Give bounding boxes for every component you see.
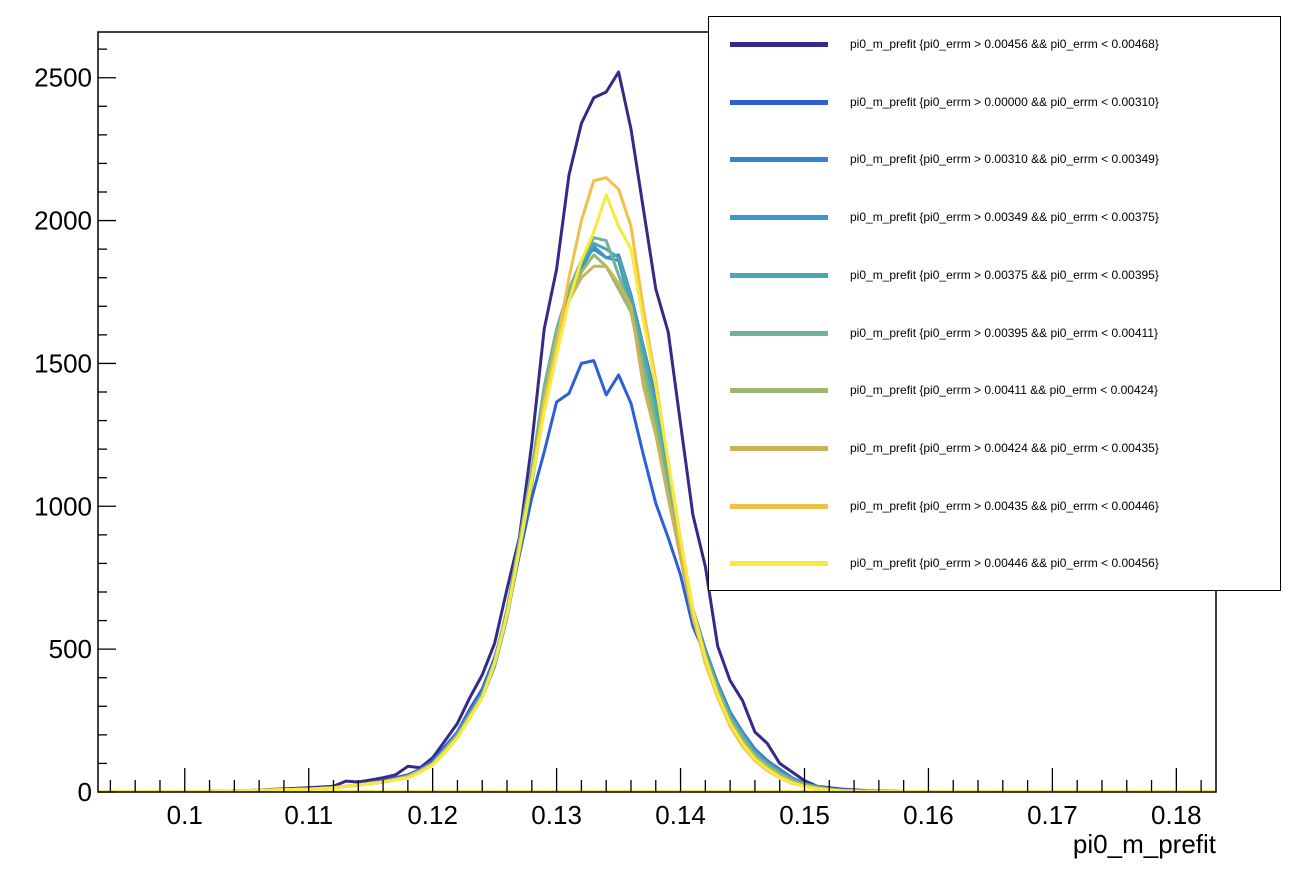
y-tick-label: 1500	[34, 348, 92, 378]
x-tick-label: 0.17	[1027, 800, 1078, 830]
legend-swatch	[730, 215, 828, 221]
legend-label: pi0_m_prefit {pi0_errm > 0.00411 && pi0_…	[850, 383, 1158, 398]
legend-label: pi0_m_prefit {pi0_errm > 0.00349 && pi0_…	[850, 210, 1159, 225]
legend-swatch	[730, 503, 828, 509]
legend-label: pi0_m_prefit {pi0_errm > 0.00446 && pi0_…	[850, 556, 1159, 571]
legend-swatch	[730, 99, 828, 105]
axis-layer: 0 500 1000 1500 2000 2500 0.1 0.11 0.12 0.13 0.14 0…	[34, 48, 1202, 830]
legend-label: pi0_m_prefit {pi0_errm > 0.00000 && pi0_…	[850, 94, 1159, 109]
legend-entry: pi0_m_prefit {pi0_errm > 0.00375 && pi0_…	[709, 266, 1280, 286]
y-tick-label: 0	[78, 777, 92, 807]
legend-label: pi0_m_prefit {pi0_errm > 0.00435 && pi0_…	[850, 498, 1159, 513]
legend: pi0_m_prefit {pi0_errm > 0.00456 && pi0_…	[708, 16, 1281, 591]
y-tick-label: 500	[49, 634, 92, 664]
legend-entry: pi0_m_prefit {pi0_errm > 0.00349 && pi0_…	[709, 208, 1280, 228]
series-line-10	[184, 193, 1177, 792]
legend-entry: pi0_m_prefit {pi0_errm > 0.00424 && pi0_…	[709, 439, 1280, 459]
y-tick-label: 1000	[34, 491, 92, 521]
x-tick-label: 0.1	[167, 800, 203, 830]
y-tick-label: 2500	[34, 63, 92, 93]
legend-swatch	[730, 42, 828, 47]
legend-swatch	[730, 272, 828, 278]
x-axis-title: pi0_m_prefit	[1073, 829, 1217, 859]
legend-entry: pi0_m_prefit {pi0_errm > 0.00456 && pi0_…	[709, 35, 1280, 55]
legend-swatch	[730, 561, 828, 567]
legend-entry: pi0_m_prefit {pi0_errm > 0.00310 && pi0_…	[709, 150, 1280, 170]
x-tick-label: 0.14	[655, 800, 706, 830]
legend-entry: pi0_m_prefit {pi0_errm > 0.00000 && pi0_…	[709, 93, 1280, 113]
legend-entry: pi0_m_prefit {pi0_errm > 0.00446 && pi0_…	[709, 554, 1280, 574]
x-tick-label: 0.12	[407, 800, 458, 830]
legend-label: pi0_m_prefit {pi0_errm > 0.00456 && pi0_…	[850, 37, 1159, 51]
legend-label: pi0_m_prefit {pi0_errm > 0.00310 && pi0_…	[850, 152, 1159, 167]
legend-swatch	[730, 330, 828, 336]
x-tick-label: 0.18	[1151, 800, 1202, 830]
legend-label: pi0_m_prefit {pi0_errm > 0.00395 && pi0_…	[850, 325, 1158, 340]
legend-entry: pi0_m_prefit {pi0_errm > 0.00411 && pi0_…	[709, 381, 1280, 401]
y-tick-label: 2000	[34, 206, 92, 236]
series-line-1	[184, 70, 1177, 792]
x-tick-label: 0.16	[903, 800, 954, 830]
x-tick-label: 0.15	[779, 800, 830, 830]
legend-swatch	[730, 157, 828, 163]
legend-entry: pi0_m_prefit {pi0_errm > 0.00395 && pi0_…	[709, 324, 1280, 344]
x-tick-label: 0.13	[531, 800, 582, 830]
x-tick-label: 0.11	[284, 800, 333, 830]
legend-label: pi0_m_prefit {pi0_errm > 0.00375 && pi0_…	[850, 267, 1159, 282]
legend-entry: pi0_m_prefit {pi0_errm > 0.00435 && pi0_…	[709, 497, 1280, 517]
legend-swatch	[730, 388, 828, 394]
legend-swatch	[730, 445, 828, 451]
legend-label: pi0_m_prefit {pi0_errm > 0.00424 && pi0_…	[850, 440, 1159, 455]
